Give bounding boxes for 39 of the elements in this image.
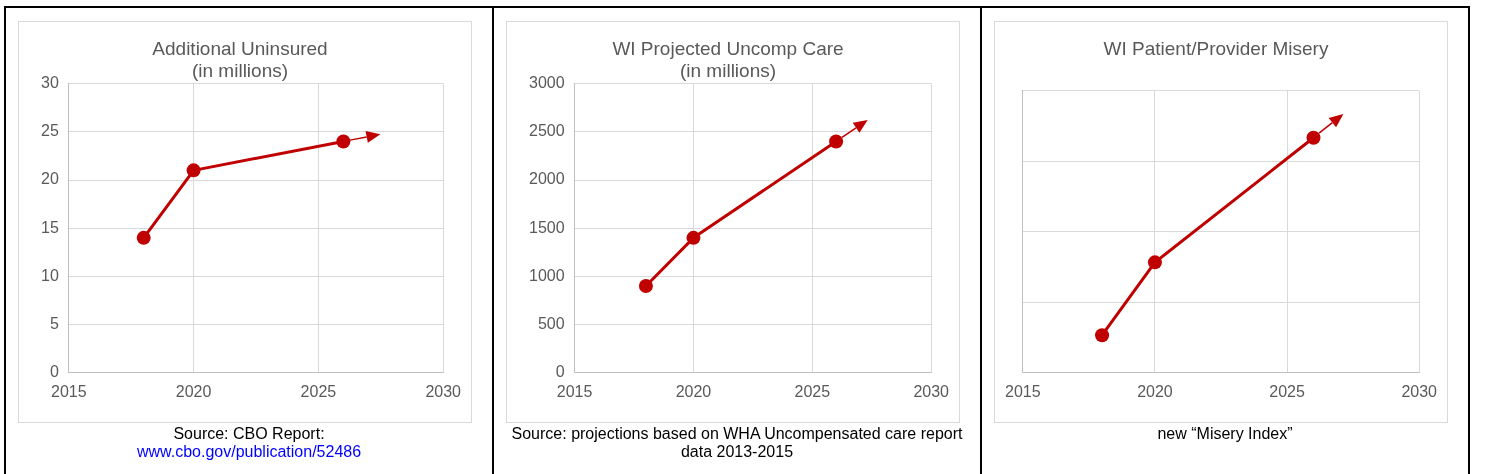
x-tick-label: 2030 (1401, 382, 1438, 400)
y-tick-label: 2000 (529, 170, 565, 188)
y-tick-label: 15 (41, 218, 59, 236)
x-tick-label: 2015 (1005, 382, 1041, 400)
x-tick-label: 2025 (794, 382, 831, 400)
x-tick-label: 2015 (51, 382, 87, 400)
text: www.cbo.gov/publication/52486 (135, 443, 363, 461)
point (186, 163, 201, 178)
point (829, 134, 844, 149)
chart-title: Additional Uninsured (in millions) (152, 37, 328, 82)
y-tick-label: 0 (49, 363, 59, 381)
y-tick-label: 30 (41, 74, 59, 92)
y-tick-label: 1000 (529, 266, 565, 284)
x-tick-label: 2020 (1137, 382, 1173, 400)
y-tick-label: 25 (41, 122, 59, 140)
x-tick-label: 2020 (175, 382, 212, 400)
point (686, 230, 701, 245)
y-tick-label: 5 (49, 315, 59, 333)
y-tick-label: 500 (537, 315, 565, 333)
y-tick-label: 3000 (529, 74, 565, 92)
x-tick-label: 2030 (425, 382, 462, 400)
source-note: Source: projections based on WHA Uncompensated care report data 2013-2015 (510, 425, 964, 461)
x-tick-label: 2025 (300, 382, 337, 400)
y-tick-label: 10 (41, 266, 59, 284)
x-tick-label: 2030 (913, 382, 950, 400)
chart-title: WI Patient/Provider Misery (1103, 37, 1329, 59)
x-tick-label: 2025 (1269, 382, 1305, 400)
chart-title: WI Projected Uncomp Care (in millions) (612, 37, 844, 82)
text: new “Misery Index” (1156, 425, 1294, 443)
y-tick-label: 20 (41, 170, 59, 188)
point (336, 134, 351, 149)
source-note: Source: CBO Report: (172, 425, 326, 443)
point (638, 279, 653, 294)
point (136, 230, 151, 245)
y-tick-label: 2500 (529, 122, 565, 140)
x-tick-label: 2015 (556, 382, 593, 400)
y-tick-label: 1500 (529, 218, 565, 236)
x-tick-label: 2020 (675, 382, 712, 400)
y-tick-label: 0 (555, 363, 565, 381)
